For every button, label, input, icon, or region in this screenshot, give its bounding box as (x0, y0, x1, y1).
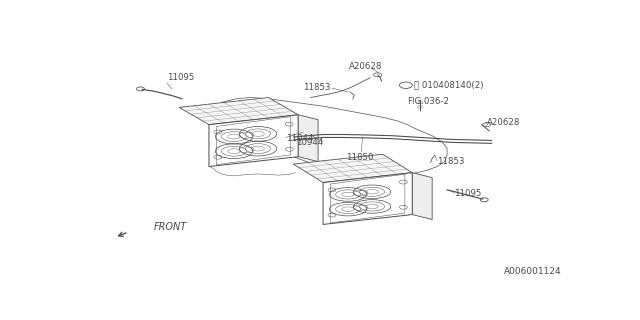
Text: FRONT: FRONT (154, 222, 187, 232)
Text: A20628: A20628 (349, 62, 382, 71)
Text: 11095: 11095 (454, 189, 482, 198)
Polygon shape (323, 173, 412, 224)
Text: 11044: 11044 (286, 134, 314, 143)
Text: 11850: 11850 (346, 153, 374, 162)
Text: 11853: 11853 (303, 83, 330, 92)
Polygon shape (412, 173, 432, 220)
Polygon shape (293, 154, 412, 182)
Polygon shape (209, 115, 298, 166)
Text: 10944: 10944 (296, 138, 323, 147)
Text: 11853: 11853 (437, 157, 465, 166)
Text: FIG.036-2: FIG.036-2 (408, 97, 449, 106)
Polygon shape (298, 115, 318, 162)
Text: A20628: A20628 (486, 118, 520, 127)
Polygon shape (179, 98, 298, 124)
Text: 11095: 11095 (167, 73, 194, 82)
Text: Ⓑ 010408140(2): Ⓑ 010408140(2) (414, 81, 483, 90)
Text: A006001124: A006001124 (504, 267, 561, 276)
Polygon shape (221, 98, 447, 174)
